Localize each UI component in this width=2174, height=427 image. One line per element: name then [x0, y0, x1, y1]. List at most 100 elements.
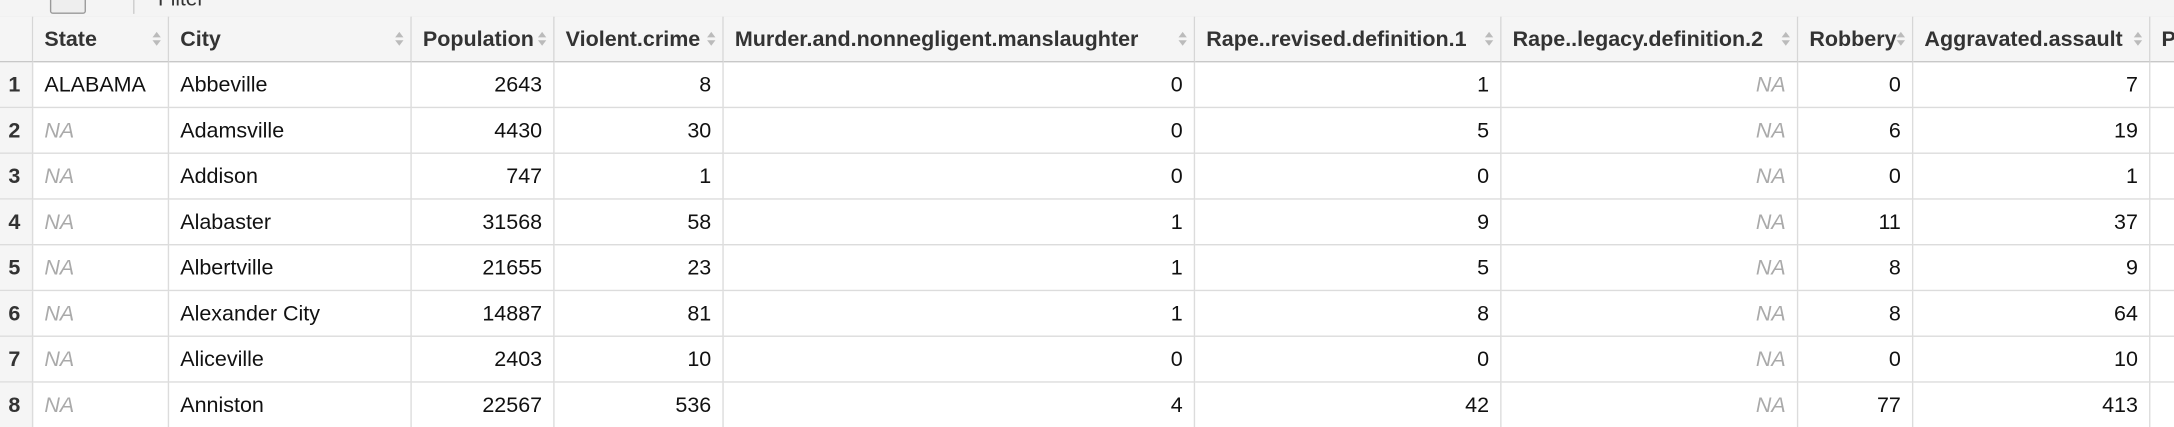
- table-cell: Albertville: [169, 245, 412, 292]
- table-cell: Adamsville: [169, 108, 412, 154]
- table-cell: Addison: [169, 153, 412, 200]
- table-cell: 8: [1798, 245, 1914, 292]
- sort-arrow: [1781, 40, 1790, 46]
- table-cell: 0: [723, 336, 1196, 383]
- sort-arrow: [395, 31, 404, 38]
- sort-arrow: [707, 40, 716, 46]
- column-header[interactable]: Population: [411, 16, 555, 63]
- table-cell: NA: [33, 153, 170, 200]
- corner-header: [0, 16, 34, 63]
- sort-arrow: [707, 31, 716, 38]
- row-number: 1: [0, 62, 34, 109]
- table-cell: 64: [1913, 291, 2151, 337]
- table-cell: 22567: [412, 382, 555, 427]
- table-cell: NA: [1502, 382, 1799, 427]
- column-header[interactable]: Rape..revised.definition.1: [1195, 16, 1502, 63]
- table-cell: NA: [1501, 62, 1799, 109]
- table-cell-empty: [2150, 62, 2174, 109]
- table-cell: 9: [1195, 199, 1502, 246]
- table-cell: 8: [554, 62, 724, 109]
- table-cell: 8: [1798, 291, 1914, 337]
- table-cell: 77: [1798, 382, 1914, 427]
- table-cell-empty: [2150, 383, 2174, 427]
- sort-arrow: [1484, 40, 1494, 46]
- table-cell: 8: [1195, 291, 1502, 337]
- table-cell: Abbeville: [169, 62, 412, 109]
- table-cell: 1: [723, 245, 1196, 292]
- table-cell: 0: [723, 62, 1196, 109]
- table-cell: 4: [724, 382, 1196, 427]
- table-cell: 1: [554, 153, 724, 200]
- table-cell: 11: [1798, 199, 1914, 246]
- table-cell: NA: [33, 108, 170, 154]
- toolbar: Filter: [0, 0, 2174, 19]
- table-cell-empty: [2150, 200, 2174, 246]
- table-cell: 0: [1195, 153, 1502, 200]
- table-cell: 1: [723, 291, 1196, 337]
- table-cell-empty: [2150, 337, 2174, 383]
- table-cell: 0: [723, 153, 1196, 200]
- table-cell: 42: [1195, 382, 1502, 427]
- table-cell: 747: [411, 153, 555, 200]
- table-cell: 31568: [411, 199, 555, 246]
- table-cell: 9: [1913, 245, 2151, 292]
- table-cell: 37: [1913, 199, 2151, 246]
- column-header[interactable]: Robbery: [1798, 16, 1914, 63]
- table-cell: 58: [554, 199, 724, 246]
- row-number: 2: [0, 108, 34, 154]
- sort-arrow: [1178, 40, 1187, 46]
- table-cell: 30: [554, 108, 724, 154]
- column-header[interactable]: Murder.and.nonnegligent.manslaughter: [723, 16, 1196, 63]
- sort-arrow: [2133, 31, 2143, 38]
- table-cell: NA: [1501, 291, 1799, 337]
- sort-arrow: [395, 40, 404, 46]
- sort-arrow: [537, 40, 547, 46]
- table-cell: 1: [1195, 62, 1502, 109]
- sort-arrow: [2133, 40, 2143, 46]
- column-header[interactable]: Violent.crime: [554, 16, 724, 63]
- table-cell: 23: [554, 245, 724, 292]
- table-cell: NA: [33, 382, 170, 427]
- row-number: 5: [0, 245, 34, 292]
- row-number: 3: [0, 153, 34, 200]
- sort-arrow: [537, 31, 547, 38]
- table-cell-empty: [2150, 154, 2174, 200]
- row-number: 4: [0, 199, 34, 246]
- filter-button[interactable]: Filter: [158, 0, 204, 11]
- column-header[interactable]: City: [169, 16, 412, 63]
- table-cell: 1: [1913, 153, 2151, 200]
- table-cell: NA: [1501, 199, 1799, 246]
- column-header[interactable]: Aggravated.assault: [1913, 16, 2151, 63]
- table-cell: 81: [554, 291, 724, 337]
- table-cell: 2403: [411, 336, 555, 383]
- column-header[interactable]: P: [2150, 16, 2174, 63]
- table-cell: 7: [1913, 62, 2151, 109]
- table-cell-empty: [2150, 108, 2174, 154]
- table-cell: 0: [1798, 153, 1914, 200]
- row-number: 7: [0, 336, 34, 383]
- sort-arrow: [152, 40, 161, 46]
- table-cell: 14887: [411, 291, 555, 337]
- table-cell: Anniston: [169, 382, 412, 427]
- table-cell: NA: [1501, 108, 1799, 154]
- table-cell: 0: [1798, 62, 1914, 109]
- table-cell: Alexander City: [169, 291, 412, 337]
- table-cell: 0: [1195, 336, 1502, 383]
- toolbar-icon[interactable]: [49, 0, 86, 14]
- table-cell: 1: [723, 199, 1196, 246]
- sort-arrow: [152, 31, 161, 38]
- separator: [133, 0, 135, 14]
- table-cell: NA: [1501, 336, 1799, 383]
- sort-arrow: [1896, 31, 1906, 38]
- table-cell: 6: [1798, 108, 1914, 154]
- column-header[interactable]: State: [33, 16, 170, 63]
- table-cell: NA: [33, 199, 170, 246]
- table-cell-empty: [2150, 245, 2174, 292]
- table-cell: 10: [1913, 336, 2151, 383]
- table-cell: 0: [723, 108, 1196, 154]
- sort-arrow: [1781, 31, 1790, 38]
- column-header[interactable]: Rape..legacy.definition.2: [1501, 16, 1799, 63]
- sort-arrow: [1484, 31, 1494, 38]
